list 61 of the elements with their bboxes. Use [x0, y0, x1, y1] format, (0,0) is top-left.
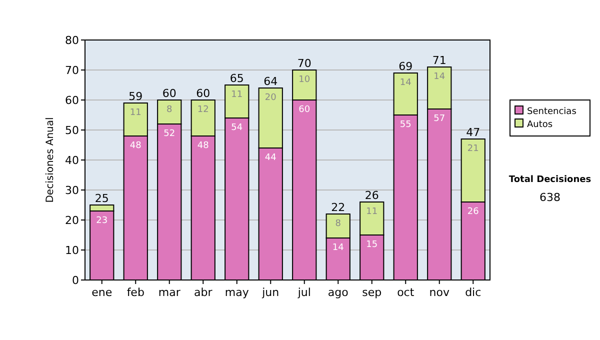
total-label: 25 — [94, 192, 109, 205]
total-label: 65 — [230, 72, 244, 85]
total-label: 22 — [331, 201, 346, 214]
total-label: 71 — [432, 54, 446, 67]
data-label: 12 — [197, 105, 209, 115]
data-label: 8 — [335, 219, 342, 229]
x-tick-label: dic — [465, 286, 482, 299]
y-tick-label: 30 — [65, 184, 79, 197]
x-tick-label: jul — [296, 286, 311, 299]
y-tick-label: 50 — [65, 124, 79, 137]
x-tick-label: jun — [261, 286, 280, 299]
data-label: 11 — [366, 207, 378, 217]
data-label: 14 — [400, 78, 412, 88]
y-tick-label: 20 — [65, 214, 79, 227]
x-tick-label: nov — [429, 286, 450, 299]
data-label: 57 — [434, 114, 446, 124]
total-label: 60 — [162, 87, 176, 100]
data-label: 52 — [164, 129, 176, 139]
y-tick-label: 70 — [65, 64, 79, 77]
total-label: 69 — [398, 60, 413, 73]
x-tick-label: ago — [328, 286, 349, 299]
data-label: 55 — [400, 120, 412, 130]
y-tick-label: 0 — [72, 274, 79, 287]
x-tick-label: sep — [362, 286, 382, 299]
total-label: 70 — [297, 57, 312, 70]
total-label: 47 — [466, 126, 480, 139]
x-tick-label: oct — [397, 286, 415, 299]
data-label: 10 — [298, 75, 310, 85]
y-tick-label: 60 — [65, 94, 79, 107]
legend-label: Autos — [527, 120, 553, 130]
data-label: 11 — [231, 90, 243, 100]
data-label: 54 — [231, 123, 243, 133]
data-label: 23 — [96, 216, 108, 226]
total-label: 64 — [264, 75, 278, 88]
data-label: 20 — [264, 93, 277, 103]
text: Total Decisiones — [508, 175, 592, 185]
data-label: 48 — [130, 141, 142, 151]
total-label: 60 — [196, 87, 210, 100]
data-label: 60 — [298, 105, 310, 115]
total-label: 59 — [128, 90, 143, 103]
y-tick-label: 10 — [65, 244, 79, 257]
data-label: 44 — [264, 153, 277, 163]
x-tick-label: may — [224, 286, 250, 299]
data-label: 15 — [366, 240, 378, 250]
text: 638 — [540, 191, 560, 204]
total-label: 26 — [364, 189, 379, 202]
data-label: 26 — [467, 207, 480, 217]
y-tick-label: 80 — [65, 34, 79, 47]
y-axis-title: Decisiones Anual — [45, 117, 56, 203]
data-label: 8 — [166, 105, 173, 115]
legend-label: Sentencias — [527, 107, 577, 117]
x-tick-label: abr — [194, 286, 213, 299]
x-tick-label: feb — [126, 286, 144, 299]
data-label: 14 — [434, 72, 446, 82]
data-label: 14 — [332, 243, 344, 253]
x-tick-label: ene — [92, 286, 112, 299]
data-label: 21 — [467, 144, 479, 154]
y-tick-label: 40 — [65, 154, 79, 167]
data-label: 11 — [130, 108, 142, 118]
x-tick-label: mar — [158, 286, 181, 299]
data-label: 48 — [197, 141, 210, 151]
